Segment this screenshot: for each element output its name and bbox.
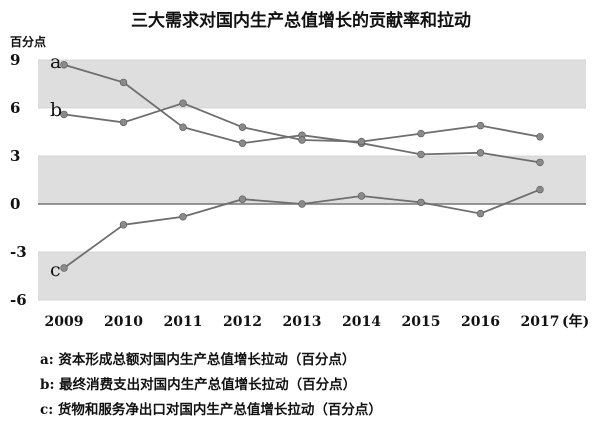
background-band (38, 252, 586, 300)
x-tick-label: 2015 (402, 314, 441, 330)
data-point-b (60, 110, 68, 119)
data-point-a (476, 149, 485, 157)
y-axis-ticks: 9 6 3 0 -3 -6 (10, 51, 27, 309)
x-tick-label: 2010 (104, 314, 143, 330)
data-point-c (476, 209, 485, 218)
gridlines (38, 59, 586, 301)
data-point-b (298, 136, 306, 144)
x-axis-unit: (年) (562, 313, 589, 330)
y-axis-unit: 百分点 (10, 34, 46, 49)
series-label-a: a (50, 51, 61, 73)
data-point-b (476, 121, 485, 130)
series-label-c: c (50, 259, 61, 281)
chart-title: 三大需求对国内生产总值增长的贡献率和拉动 (131, 10, 471, 31)
y-tick-label: 9 (10, 51, 20, 69)
x-tick-label: 2016 (461, 314, 500, 330)
y-tick-label: 6 (10, 99, 20, 117)
data-point-a (60, 61, 68, 69)
data-point-c (357, 192, 366, 200)
data-point-c (417, 198, 425, 207)
legend-entry-b: b: 最终消费支出对国内生产总值增长拉动（百分点） (40, 377, 357, 393)
x-tick-label: 2011 (164, 314, 203, 330)
data-point-b (119, 118, 128, 127)
y-tick-label: -6 (10, 291, 27, 309)
data-point-a (536, 158, 544, 167)
x-axis-ticks: 2009 2010 2011 2012 2013 2014 2015 2016 2017 (45, 314, 560, 330)
data-point-c (536, 185, 544, 194)
data-point-a (417, 150, 425, 159)
background-band (38, 60, 586, 108)
data-point-c (60, 264, 68, 272)
y-tick-label: -3 (10, 243, 27, 261)
x-tick-label: 2013 (283, 314, 322, 330)
data-point-c (179, 213, 187, 221)
legend-entry-a: a: 资本形成总额对国内生产总值增长拉动（百分点） (40, 352, 356, 368)
y-tick-label: 3 (10, 147, 20, 165)
data-point-a (179, 123, 187, 131)
legend-entry-c: c: 货物和服务净出口对国内生产总值增长拉动（百分点） (40, 402, 382, 418)
background-band (38, 156, 586, 204)
y-tick-label: 0 (10, 195, 20, 213)
series-label-b: b (50, 99, 62, 121)
data-point-b (179, 99, 187, 107)
data-point-b (357, 137, 366, 146)
background-bands (38, 60, 586, 300)
data-point-b (238, 123, 247, 131)
x-tick-label: 2014 (342, 314, 381, 330)
series-layer: a b c (50, 51, 544, 281)
data-point-c (298, 200, 306, 208)
data-point-a (238, 139, 247, 147)
data-point-c (238, 195, 247, 203)
x-tick-label: 2009 (45, 314, 84, 330)
x-tick-label: 2017 (521, 314, 560, 330)
data-point-c (119, 221, 128, 229)
data-point-b (536, 133, 544, 141)
x-tick-label: 2012 (223, 314, 262, 330)
data-point-b (417, 129, 425, 138)
data-point-a (119, 78, 128, 87)
